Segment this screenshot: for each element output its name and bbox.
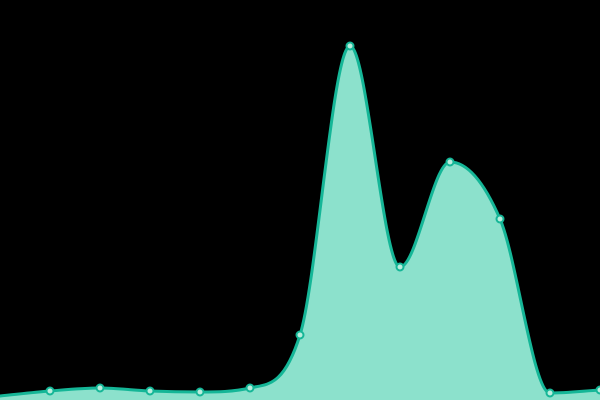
data-point-marker: [295, 330, 305, 340]
data-point-marker: [195, 387, 205, 397]
data-point-marker: [395, 262, 405, 272]
data-point-marker: [595, 385, 600, 395]
data-point-marker: [145, 386, 155, 396]
data-point-marker: [95, 383, 105, 393]
data-point-marker: [45, 386, 55, 396]
area-fill-shape: [0, 46, 600, 400]
data-point-marker: [345, 41, 355, 51]
data-point-marker: [495, 214, 505, 224]
data-point-marker: [545, 388, 555, 398]
data-point-marker: [445, 157, 455, 167]
data-point-markers: [45, 41, 600, 398]
data-point-marker: [245, 383, 255, 393]
